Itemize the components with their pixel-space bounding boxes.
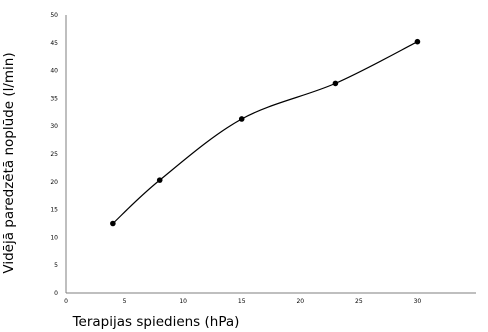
y-tick-labels: 0 5 10 15 20 25 30 35 40 45 50 <box>50 12 58 297</box>
y-tick-label: 15 <box>50 207 58 214</box>
x-tick-label: 25 <box>355 298 363 305</box>
x-tick-label: 15 <box>238 298 246 305</box>
y-tick-label: 25 <box>50 151 58 158</box>
y-tick-label: 5 <box>54 262 58 269</box>
data-point-marker <box>156 177 163 183</box>
y-axis-title: Vidējā paredzētā noplūde (l/min) <box>1 52 17 273</box>
y-tick-label: 50 <box>50 12 58 19</box>
x-tick-label: 0 <box>64 298 68 305</box>
y-tick-label: 20 <box>50 179 58 186</box>
y-tick-label: 30 <box>50 123 58 130</box>
data-point-marker <box>238 116 245 122</box>
x-tick-label: 20 <box>296 298 304 305</box>
data-point-marker <box>110 220 116 227</box>
x-tick-label: 5 <box>123 298 127 305</box>
x-axis-title: Terapijas spiediens (hPa) <box>72 314 240 330</box>
data-point-marker <box>414 38 421 45</box>
x-tick-labels: 0 5 10 15 20 25 30 <box>64 298 421 305</box>
series-line <box>112 41 418 224</box>
y-tick-label: 0 <box>54 290 58 297</box>
y-tick-label: 10 <box>50 234 58 241</box>
data-point-marker <box>332 80 339 87</box>
y-tick-label: 40 <box>50 68 58 75</box>
x-tick-label: 30 <box>414 298 422 305</box>
series-group <box>110 38 421 227</box>
y-tick-label: 35 <box>50 95 58 102</box>
x-tick-label: 10 <box>179 298 187 305</box>
y-tick-label: 45 <box>50 40 58 47</box>
